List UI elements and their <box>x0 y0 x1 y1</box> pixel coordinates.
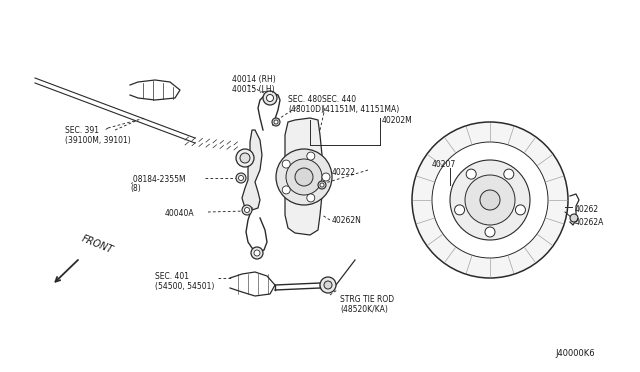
Circle shape <box>322 173 330 181</box>
Text: SEC. 401
(54500, 54501): SEC. 401 (54500, 54501) <box>155 272 214 291</box>
Text: SEC. 480
(48010D): SEC. 480 (48010D) <box>288 95 324 115</box>
Text: 40222: 40222 <box>332 168 356 177</box>
Circle shape <box>274 120 278 124</box>
Circle shape <box>266 94 273 102</box>
Circle shape <box>504 169 514 179</box>
Circle shape <box>485 227 495 237</box>
Text: 40207: 40207 <box>432 160 456 169</box>
Circle shape <box>251 247 263 259</box>
Circle shape <box>254 250 260 256</box>
Circle shape <box>272 118 280 126</box>
Circle shape <box>295 168 313 186</box>
Circle shape <box>450 160 530 240</box>
Circle shape <box>236 173 246 183</box>
Circle shape <box>570 214 578 222</box>
Circle shape <box>432 142 548 258</box>
Circle shape <box>480 190 500 210</box>
Circle shape <box>263 91 277 105</box>
Text: J40000K6: J40000K6 <box>555 349 595 358</box>
Circle shape <box>307 152 315 160</box>
Circle shape <box>276 149 332 205</box>
Circle shape <box>240 153 250 163</box>
Circle shape <box>466 169 476 179</box>
Polygon shape <box>242 130 262 210</box>
Circle shape <box>282 186 290 194</box>
Circle shape <box>244 208 250 212</box>
Polygon shape <box>285 118 322 235</box>
Text: 40014 (RH)
40015 (LH): 40014 (RH) 40015 (LH) <box>232 75 276 94</box>
Circle shape <box>282 160 290 168</box>
Text: 40202M: 40202M <box>382 116 413 125</box>
Text: STRG TIE ROD
(48520K/KA): STRG TIE ROD (48520K/KA) <box>340 295 394 314</box>
Text: SEC. 440
(41151M, 41151MA): SEC. 440 (41151M, 41151MA) <box>322 95 399 115</box>
Text: 40262N: 40262N <box>332 216 362 225</box>
Circle shape <box>320 277 336 293</box>
Text: 40040A: 40040A <box>165 209 195 218</box>
Circle shape <box>286 159 322 195</box>
Text: ¸08184-2355M
(8): ¸08184-2355M (8) <box>130 174 187 193</box>
Circle shape <box>465 175 515 225</box>
Circle shape <box>454 205 465 215</box>
Circle shape <box>324 281 332 289</box>
Circle shape <box>236 149 254 167</box>
Circle shape <box>307 194 315 202</box>
Circle shape <box>515 205 525 215</box>
Circle shape <box>318 181 326 189</box>
Circle shape <box>320 183 324 187</box>
Text: SEC. 391
(39100M, 39101): SEC. 391 (39100M, 39101) <box>65 126 131 145</box>
Circle shape <box>239 176 243 180</box>
Text: 40262A: 40262A <box>575 218 604 227</box>
Text: FRONT: FRONT <box>80 233 115 255</box>
Circle shape <box>242 205 252 215</box>
Text: 40262: 40262 <box>575 205 599 214</box>
Circle shape <box>412 122 568 278</box>
